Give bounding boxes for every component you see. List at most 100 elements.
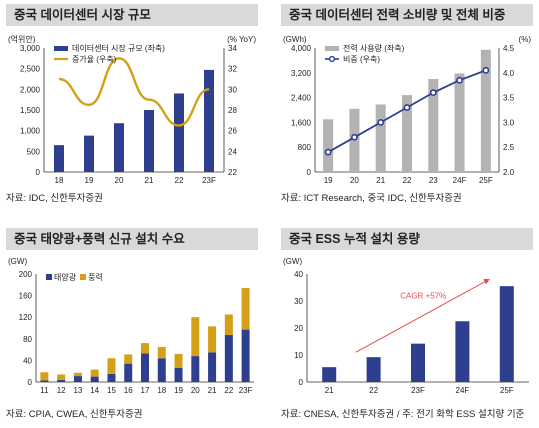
y-tick-label-left: 80 <box>23 335 32 344</box>
source-note: 자료: CPIA, CWEA, 신한투자증권 <box>6 409 143 420</box>
legend-label: 풍력 <box>88 272 103 282</box>
y-axis-title-left: (억위안) <box>8 34 36 44</box>
bar-solar <box>141 353 149 382</box>
x-tick-label: 20 <box>191 386 200 395</box>
y-tick-label-left: 0 <box>36 168 41 177</box>
y-tick-label-left: 2,400 <box>291 94 312 103</box>
bar-solar <box>57 379 66 382</box>
chart-solar-wind: (GW) 0 40 80 120 160 200 11 12 13 14 15 16 17 18 19 20 21… <box>8 257 254 395</box>
bar-wind <box>224 314 233 336</box>
bar <box>411 343 425 382</box>
legend-marker <box>328 55 336 63</box>
legend-label: 데이터센터 시장 규모 (좌축) <box>72 43 165 53</box>
x-tick-label: 21 <box>376 176 385 185</box>
x-tick-label: 24F <box>453 176 467 185</box>
y-tick-label-left: 20 <box>294 324 303 333</box>
bar-wind <box>157 346 166 359</box>
x-tick-label: 21 <box>325 386 334 395</box>
line-marker <box>403 104 411 111</box>
bar-solar <box>157 358 166 382</box>
bar-wind <box>124 354 133 364</box>
x-tick-label: 21 <box>208 386 217 395</box>
chart-datacenter-market: (억위안) (% YoY) 0 500 1,000 1,500 2,000 2,500 3,00… <box>8 34 256 185</box>
y-tick-label-left: 160 <box>19 292 33 301</box>
y-tick-label-left: 2,500 <box>20 65 41 74</box>
cagr-arrow <box>355 278 490 353</box>
x-tick-label: 20 <box>350 176 359 185</box>
panel-title: 중국 데이터센터 전력 소비량 및 전체 비중 <box>281 4 533 26</box>
x-tick-label: 20 <box>115 176 124 185</box>
x-tick-label: 25F <box>479 176 493 185</box>
y-tick-label-right: 3.5 <box>503 94 515 103</box>
bar <box>84 135 94 172</box>
y-tick-label-right: 2.5 <box>503 143 515 152</box>
x-tick-label: 23F <box>411 386 425 395</box>
line-marker <box>456 76 463 84</box>
x-tick-label: 18 <box>157 386 166 395</box>
line-marker <box>482 66 490 74</box>
x-tick-label: 19 <box>324 176 333 185</box>
bar-solar <box>107 373 116 382</box>
legend-label: 증가율 (우축) <box>72 55 117 64</box>
y-axis-title-right: (% YoY) <box>227 35 256 44</box>
y-tick-label-left: 4,000 <box>291 44 312 53</box>
y-tick-label-right: 26 <box>228 127 237 136</box>
y-tick-label-right: 4.0 <box>503 69 515 78</box>
bar-solar <box>224 335 233 382</box>
x-tick-label: 18 <box>55 176 64 185</box>
y-tick-label-left: 1,000 <box>20 127 41 136</box>
legend-label: 비중 (우축) <box>343 55 380 64</box>
x-tick-label: 22 <box>403 176 412 185</box>
x-tick-label: 24F <box>456 386 470 395</box>
x-tick-label: 19 <box>85 176 94 185</box>
x-tick-label: 11 <box>40 386 49 395</box>
bar-solar <box>208 352 217 382</box>
bar-solar <box>73 376 82 382</box>
bar <box>499 286 514 382</box>
bar-solar <box>241 329 250 382</box>
bar <box>480 49 491 172</box>
x-tick-label: 16 <box>124 386 133 395</box>
bar <box>323 119 334 172</box>
bar-solar <box>124 363 133 382</box>
y-axis-title-left: (GWh) <box>283 35 307 44</box>
bar-wind <box>208 326 217 353</box>
legend-label: 태양광 <box>54 272 77 282</box>
bar <box>114 123 124 172</box>
y-tick-label-left: 500 <box>27 147 41 156</box>
bar-wind <box>40 372 49 381</box>
line-marker <box>324 148 332 156</box>
bar-wind <box>57 374 66 380</box>
y-tick-label-left: 10 <box>294 351 303 360</box>
bar-solar <box>191 356 200 382</box>
legend-swatch <box>80 274 86 280</box>
bar-wind <box>241 288 250 330</box>
x-tick-label: 22 <box>224 386 233 395</box>
x-tick-label: 12 <box>57 386 66 395</box>
bar <box>366 357 381 382</box>
y-tick-label-left: 1,600 <box>291 118 312 127</box>
x-tick-label: 22 <box>369 386 378 395</box>
y-axis-title-right: (%) <box>519 35 532 44</box>
bar <box>455 321 470 382</box>
bar <box>54 145 64 172</box>
chart-datacenter-power: (GWh) (%) 0 800 1,600 2,400 3,200 4,000 2.0 2.5 3.… <box>283 35 532 185</box>
x-tick-label: 25F <box>500 386 514 395</box>
bar <box>454 73 465 172</box>
y-tick-label-left: 2,000 <box>20 85 41 94</box>
line-marker <box>377 119 385 126</box>
y-axis-title: (GW) <box>8 257 27 266</box>
bar <box>322 367 337 382</box>
bar <box>375 104 386 172</box>
bar-wind <box>191 317 200 357</box>
y-tick-label-left: 0 <box>307 168 312 177</box>
y-tick-label-left: 0 <box>299 378 304 387</box>
bar <box>204 69 214 172</box>
y-tick-label-left: 30 <box>294 297 303 306</box>
y-tick-label-left: 1,500 <box>20 106 41 115</box>
x-tick-label: 15 <box>107 386 116 395</box>
bar <box>402 95 412 172</box>
x-tick-label: 23F <box>239 386 253 395</box>
y-tick-label-left: 40 <box>294 270 303 279</box>
y-tick-label-right: 22 <box>228 168 237 177</box>
